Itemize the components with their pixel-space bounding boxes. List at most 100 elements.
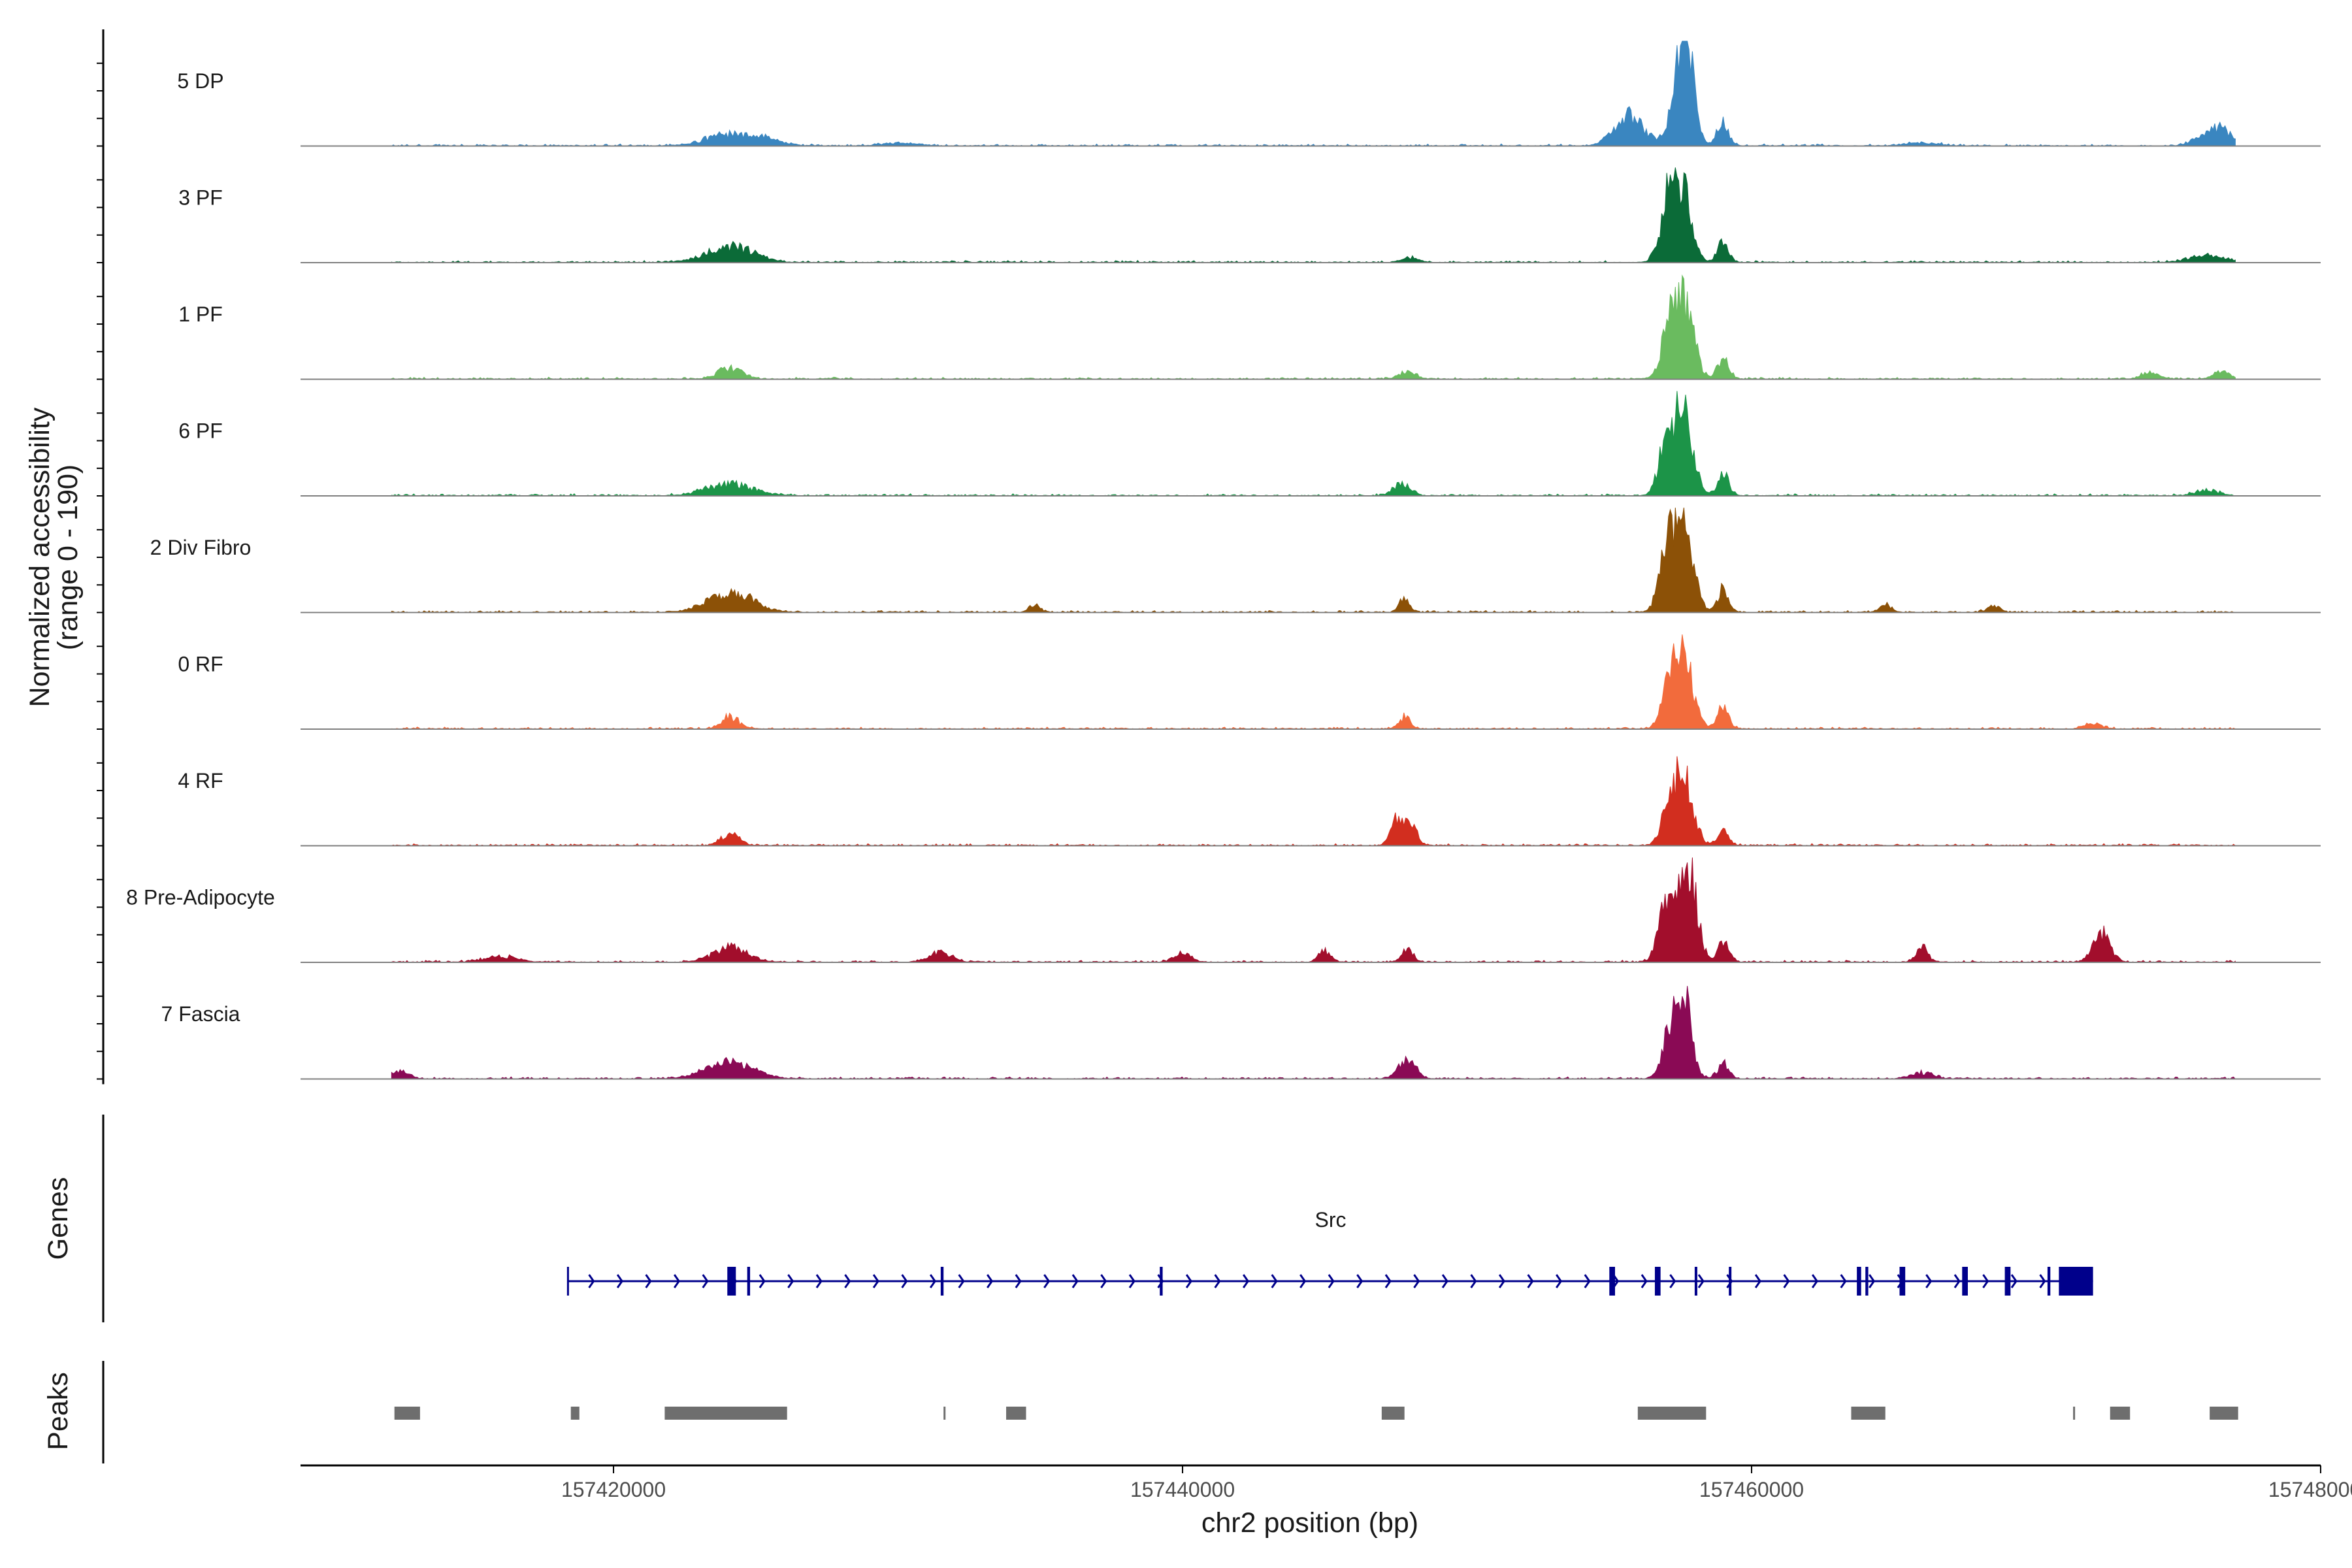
gene-exon — [2059, 1267, 2093, 1296]
strand-arrow — [1669, 1274, 1676, 1288]
peak-region — [1637, 1407, 1707, 1420]
track-label: 4 RF — [178, 769, 223, 792]
gene-exon — [1729, 1267, 1732, 1296]
strand-arrow — [1953, 1274, 1961, 1288]
coverage-series — [391, 391, 2236, 497]
peak-region — [2210, 1407, 2238, 1420]
coverage-series — [391, 274, 2236, 380]
track-label: 3 PF — [178, 186, 223, 210]
strand-arrow — [1356, 1274, 1364, 1288]
strand-arrow — [759, 1274, 766, 1288]
strand-arrow — [844, 1274, 851, 1288]
strand-arrow — [2039, 1274, 2046, 1288]
strand-arrow — [815, 1274, 823, 1288]
gene-name-label: Src — [1315, 1208, 1346, 1232]
gene-exon — [1654, 1267, 1661, 1296]
genes-track-label: Genes — [42, 1177, 74, 1260]
gene-exon — [1899, 1267, 1906, 1296]
x-tick-label: 157460000 — [1699, 1478, 1804, 1501]
track-label: 5 DP — [177, 69, 223, 93]
strand-arrow — [616, 1274, 623, 1288]
peak-region — [394, 1407, 420, 1420]
track-label: 0 RF — [178, 653, 223, 676]
peak-region — [570, 1407, 580, 1420]
gene-exon — [747, 1267, 751, 1296]
strand-arrow — [1242, 1274, 1250, 1288]
peak-region — [943, 1407, 946, 1420]
strand-arrow — [1384, 1274, 1392, 1288]
x-tick-label: 157440000 — [1130, 1478, 1235, 1501]
x-tick-label: 157420000 — [561, 1478, 666, 1501]
y-axis-title-line2: (range 0 - 190) — [52, 465, 84, 650]
strand-arrow — [1441, 1274, 1448, 1288]
gene-exon — [940, 1267, 944, 1296]
gene-exon — [1160, 1267, 1163, 1296]
gene-exon — [1857, 1267, 1861, 1296]
gene-exon — [1865, 1267, 1869, 1296]
strand-arrow — [1185, 1274, 1192, 1288]
strand-arrow — [1641, 1274, 1648, 1288]
gene-exon — [1962, 1267, 1968, 1296]
strand-arrow — [1271, 1274, 1278, 1288]
strand-arrow — [901, 1274, 908, 1288]
gene-exon — [1694, 1267, 1697, 1296]
peak-region — [1006, 1407, 1026, 1420]
strand-arrow — [1527, 1274, 1534, 1288]
strand-arrow — [702, 1274, 709, 1288]
track-label: 7 Fascia — [161, 1002, 240, 1026]
peaks-track-label: Peaks — [42, 1372, 74, 1450]
coverage-series — [391, 507, 2236, 613]
coverage-series — [391, 167, 2236, 263]
strand-arrow — [787, 1274, 794, 1288]
track-label: 2 Div Fibro — [150, 536, 252, 559]
strand-arrow — [645, 1274, 652, 1288]
strand-arrow — [1328, 1274, 1335, 1288]
genes-track: Src — [566, 1208, 2093, 1296]
y-axis-title-line1: Normalized accessibility — [24, 407, 56, 707]
strand-arrow — [2010, 1274, 2017, 1288]
strand-arrow — [1043, 1274, 1051, 1288]
peak-region — [1381, 1407, 1405, 1420]
x-tick-label: 157480000 — [2268, 1478, 2352, 1501]
strand-arrow — [872, 1274, 879, 1288]
strand-arrow — [1071, 1274, 1079, 1288]
strand-arrow — [1869, 1274, 1876, 1288]
strand-arrow — [1498, 1274, 1505, 1288]
accessibility-y-axis — [97, 29, 105, 1085]
strand-arrow — [1783, 1274, 1790, 1288]
strand-arrow — [1470, 1274, 1477, 1288]
gene-exon — [1609, 1267, 1615, 1296]
gene-exon — [727, 1267, 736, 1296]
coverage-tracks: 5 DP 3 PF 1 PF 6 PF 2 Div Fibro 0 RF 4 RF 8 Pre… — [126, 41, 2321, 1080]
x-axis-title: chr2 position (bp) — [1201, 1507, 1418, 1539]
strand-arrow — [1015, 1274, 1022, 1288]
strand-arrow — [1556, 1274, 1563, 1288]
strand-arrow — [987, 1274, 994, 1288]
position-x-axis: 157420000 157440000 157460000 157480000 — [301, 1464, 2352, 1501]
coverage-series — [391, 756, 2236, 847]
strand-arrow — [1214, 1274, 1221, 1288]
track-label: 8 Pre-Adipocyte — [126, 886, 275, 909]
strand-arrow — [929, 1274, 936, 1288]
coverage-series — [391, 857, 2236, 963]
peaks-track — [394, 1407, 2238, 1420]
coverage-series — [391, 634, 2236, 730]
coverage-series — [390, 41, 2236, 147]
strand-arrow — [958, 1274, 965, 1288]
strand-arrow — [1754, 1274, 1761, 1288]
strand-arrow — [1726, 1274, 1733, 1288]
strand-arrow — [1100, 1274, 1107, 1288]
peak-region — [664, 1407, 787, 1420]
coverage-series — [391, 986, 2236, 1080]
strand-arrow — [1925, 1274, 1933, 1288]
strand-arrow — [1840, 1274, 1847, 1288]
strand-arrow — [1811, 1274, 1819, 1288]
strand-arrow — [1299, 1274, 1307, 1288]
strand-arrow — [1128, 1274, 1135, 1288]
peak-region — [2110, 1407, 2131, 1420]
strand-arrow — [588, 1274, 595, 1288]
peak-region — [2073, 1407, 2076, 1420]
gene-exon — [2004, 1267, 2011, 1296]
strand-arrow — [1413, 1274, 1420, 1288]
track-label: 1 PF — [178, 302, 223, 326]
